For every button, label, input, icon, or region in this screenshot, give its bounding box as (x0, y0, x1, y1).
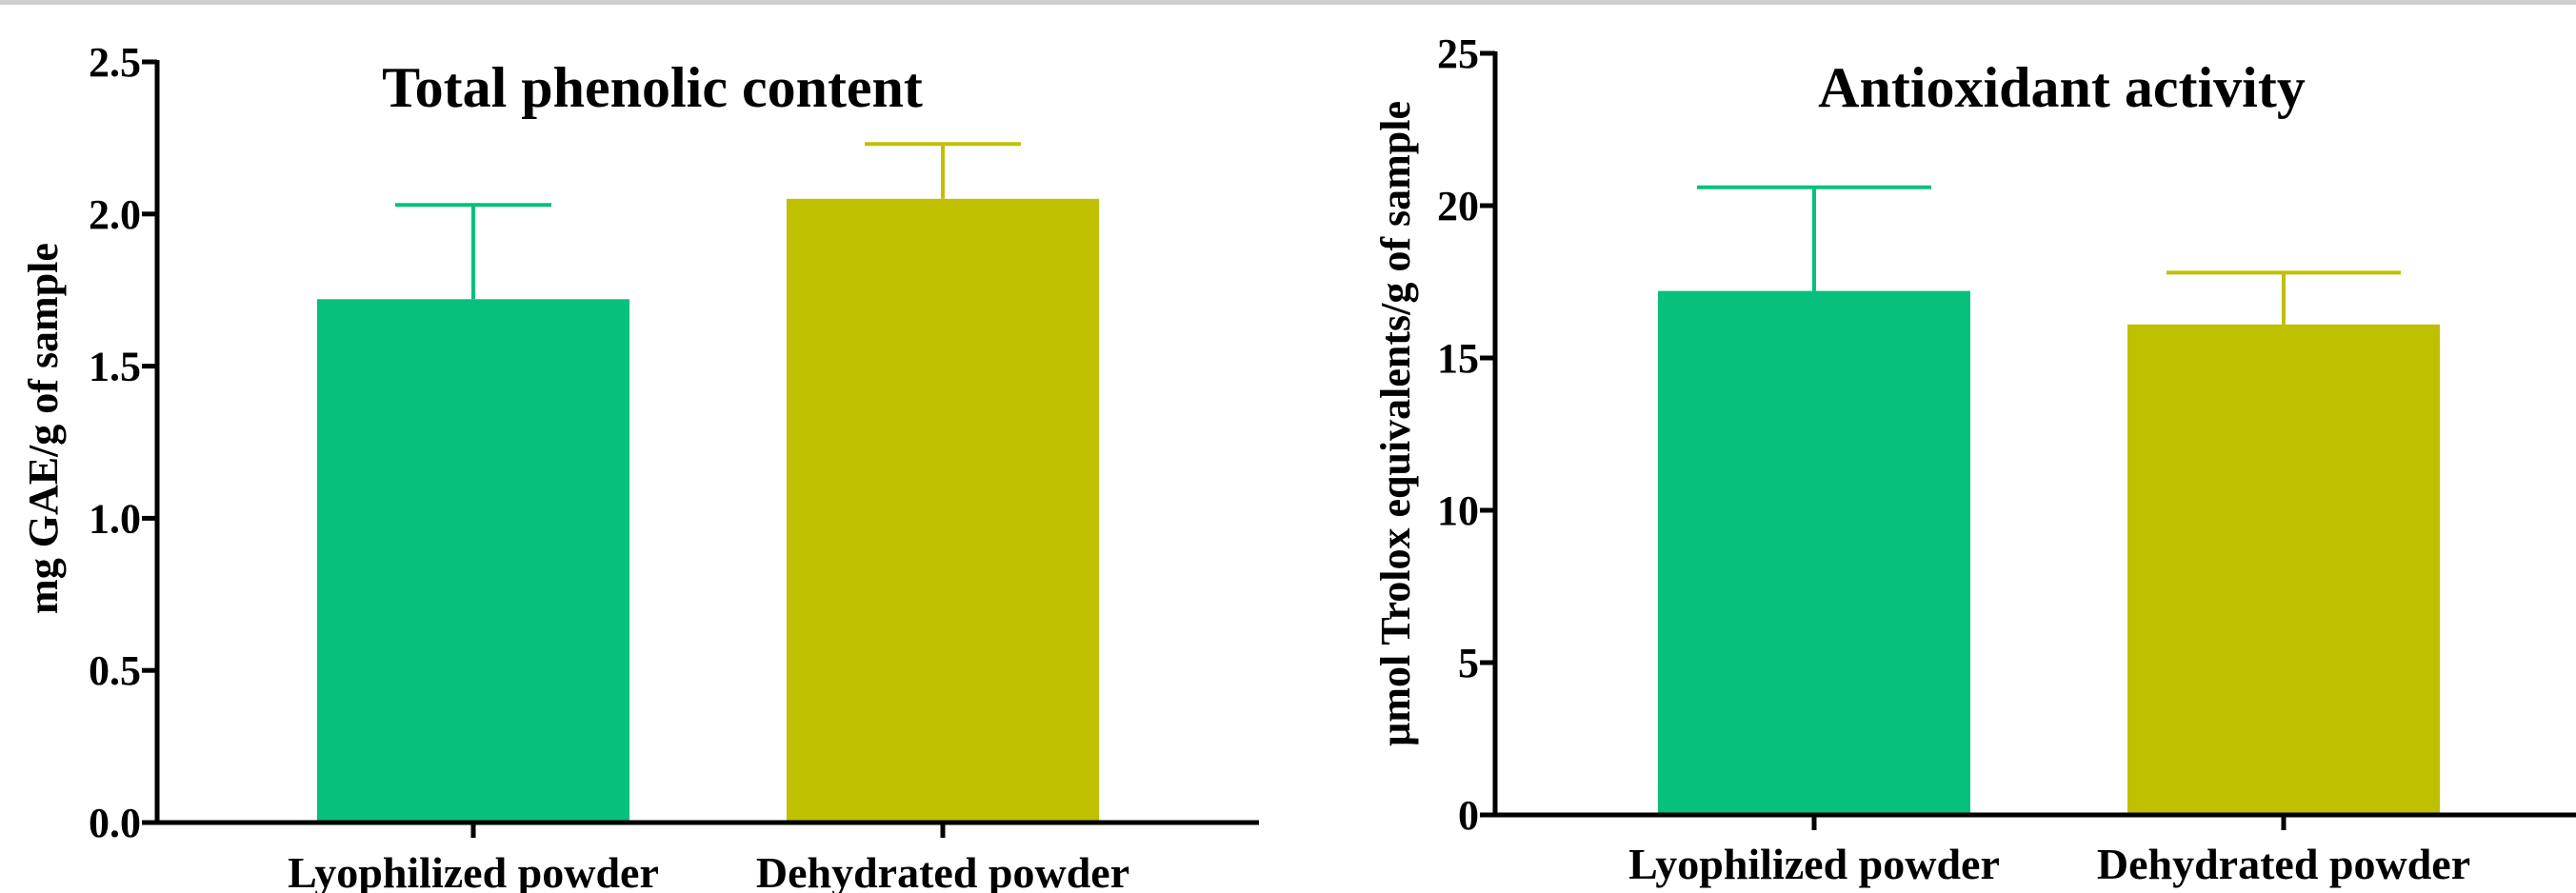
bars-group (317, 142, 1099, 824)
x-category-label: Lyophilized powder (1628, 840, 2000, 888)
y-tick-label: 1.5 (89, 344, 141, 390)
phenolic-chart: Total phenolic content mg GAE/g of sampl… (20, 39, 1259, 893)
bar (317, 299, 629, 824)
y-axis-label: mg GAE/g of sample (20, 243, 67, 614)
y-tick-label: 0 (1458, 792, 1479, 839)
y-tick-label: 1.0 (89, 495, 141, 542)
bars-group (1658, 185, 2440, 816)
y-tick-label: 25 (1437, 30, 1479, 77)
top-border (0, 0, 2576, 5)
chart-title: Total phenolic content (382, 56, 923, 119)
x-category-label: Dehydrated powder (756, 848, 1129, 893)
y-tick-label: 0.5 (89, 647, 141, 694)
bar (787, 198, 1099, 823)
y-tick-label: 20 (1437, 183, 1479, 229)
y-tick-label: 0.0 (89, 800, 141, 846)
y-axis-label: µmol Trolox equivalents/g of sample (1372, 101, 1419, 746)
chart-title: Antioxidant activity (1818, 56, 2306, 119)
y-tick-label: 15 (1437, 335, 1479, 382)
antioxidant-chart: Antioxidant activity µmol Trolox equival… (1372, 30, 2576, 888)
bar (2127, 324, 2440, 815)
axes-group: 0.0 0.5 1.0 1.5 2.0 2.5 Lyophilized powder Dehy… (89, 39, 1259, 893)
y-tick-label: 10 (1437, 487, 1479, 534)
y-tick-label: 2.5 (89, 39, 141, 86)
y-tick-label: 2.0 (89, 191, 141, 238)
y-tick-label: 5 (1458, 640, 1479, 686)
axes-group: 0 5 10 15 20 25 Lyophilized powder Dehydrated p… (1437, 30, 2576, 888)
bar (1658, 290, 1970, 816)
x-category-label: Lyophilized powder (288, 848, 659, 893)
x-category-label: Dehydrated powder (2097, 840, 2470, 888)
